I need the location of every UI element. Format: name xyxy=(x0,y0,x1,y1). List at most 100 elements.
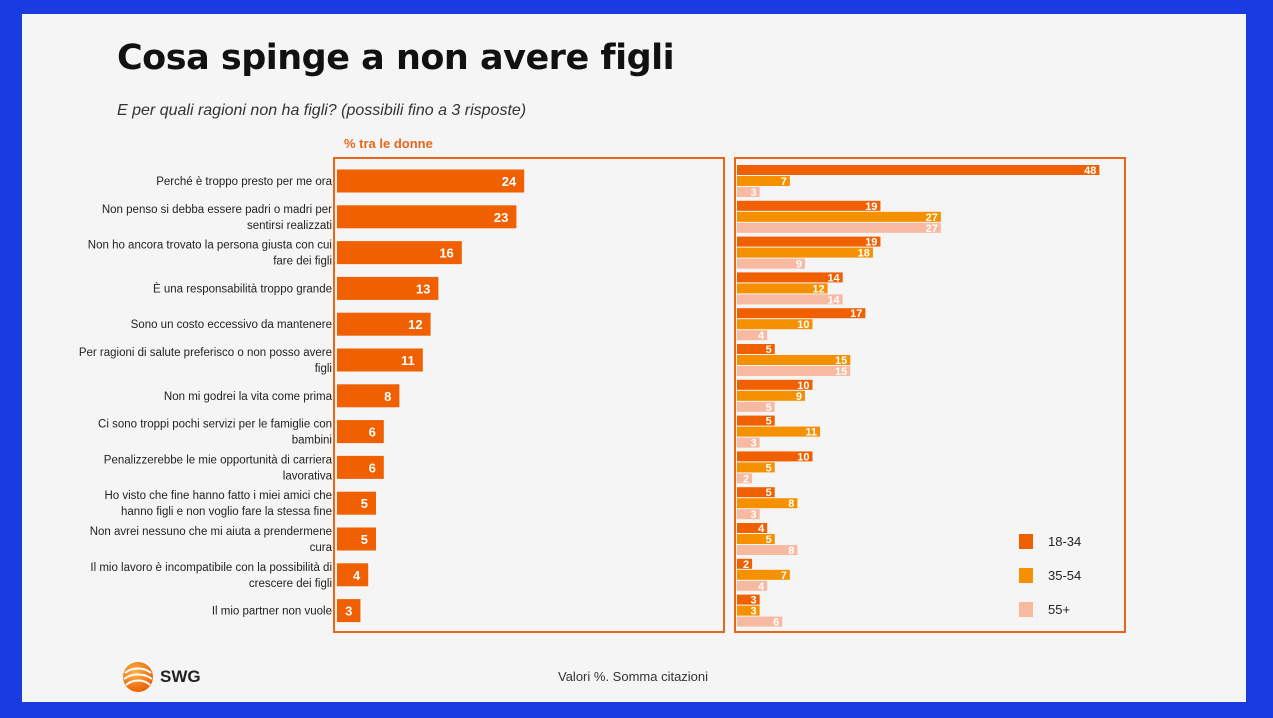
total-bar-value: 6 xyxy=(369,425,376,440)
age-bar-18-34 xyxy=(737,200,881,211)
swg-logo-icon xyxy=(123,662,153,692)
total-bar-value: 4 xyxy=(353,568,361,583)
legend-swatch xyxy=(1019,602,1033,617)
age-bar-35-54 xyxy=(737,462,775,473)
age-bar-value: 14 xyxy=(827,272,840,284)
age-bar-value: 10 xyxy=(797,451,809,463)
total-bar xyxy=(337,312,431,336)
total-bar-value: 6 xyxy=(369,460,376,475)
age-bar-value: 10 xyxy=(797,380,809,392)
category-label: figli xyxy=(315,363,332,375)
age-bar-value: 7 xyxy=(781,176,787,188)
category-label: Ci sono troppi pochi servizi per le fami… xyxy=(98,419,332,431)
category-label: Il mio partner non vuole xyxy=(212,606,332,618)
total-bar-value: 24 xyxy=(502,174,517,189)
age-bar-value: 5 xyxy=(766,487,772,499)
age-bar-value: 4 xyxy=(758,523,765,535)
age-bar-value: 5 xyxy=(766,534,772,546)
total-bar xyxy=(337,241,462,265)
age-bar-55+ xyxy=(737,366,851,376)
category-label: Sono un costo eccessivo da mantenere xyxy=(131,319,332,331)
age-bar-value: 10 xyxy=(797,319,809,331)
logo-text: SWG xyxy=(160,667,201,686)
age-bar-value: 4 xyxy=(758,330,765,342)
age-bar-35-54 xyxy=(737,247,873,258)
age-bar-value: 48 xyxy=(1084,165,1096,177)
age-bar-18-34 xyxy=(737,165,1100,175)
age-bar-55+ xyxy=(737,437,760,448)
age-bar-value: 9 xyxy=(796,391,802,403)
age-bar-55+ xyxy=(737,294,843,305)
category-label: Non avrei nessuno che mi aiuta a prender… xyxy=(90,526,332,538)
age-bar-value: 14 xyxy=(827,294,840,306)
age-bar-value: 15 xyxy=(835,366,847,378)
age-bar-55+ xyxy=(737,222,941,233)
age-bar-value: 6 xyxy=(773,617,779,629)
age-bar-55+ xyxy=(737,473,753,484)
age-bar-value: 2 xyxy=(743,473,749,485)
total-bar-value: 5 xyxy=(361,496,368,511)
age-bar-value: 3 xyxy=(751,187,757,199)
category-label: Il mio lavoro è incompatibile con la pos… xyxy=(90,562,332,574)
age-bar-18-34 xyxy=(737,379,813,390)
total-bar xyxy=(337,420,384,444)
age-bars: 4819191417510510542372718121015911585733… xyxy=(737,165,1100,629)
category-labels: Perché è troppo presto per me ora Non pen… xyxy=(79,176,333,618)
total-bar xyxy=(337,455,384,479)
age-bar-35-54 xyxy=(737,176,790,186)
age-bar-35-54 xyxy=(737,355,851,365)
age-bar-55+ xyxy=(737,509,760,520)
category-label: Per ragioni di salute preferisco o non p… xyxy=(79,347,332,359)
category-label: Non mi godrei la vita come prima xyxy=(164,391,333,403)
legend: 18-34 35-54 55+ xyxy=(1019,534,1081,617)
age-bar-35-54 xyxy=(737,605,760,616)
age-bar-18-34 xyxy=(737,308,866,319)
age-bar-value: 5 xyxy=(766,416,772,428)
age-bar-value: 3 xyxy=(751,606,757,618)
chart-header: % tra le donne xyxy=(344,136,433,151)
age-bar-value: 19 xyxy=(865,201,877,213)
subtitle: E per quali ragioni non ha figli? (possi… xyxy=(117,102,527,119)
total-bar xyxy=(337,599,361,623)
category-label: È una responsabilità troppo grande xyxy=(153,282,332,295)
total-bar xyxy=(337,491,376,515)
age-bar-18-34 xyxy=(737,272,843,283)
age-bar-value: 27 xyxy=(926,212,938,224)
age-bar-55+ xyxy=(737,401,775,412)
category-label: fare dei figli xyxy=(273,256,332,268)
total-bar-value: 13 xyxy=(416,281,430,296)
age-bar-35-54 xyxy=(737,426,821,437)
category-label: bambini xyxy=(292,435,332,447)
age-bar-18-34 xyxy=(737,558,753,569)
total-bar-value: 3 xyxy=(345,604,352,619)
age-bar-35-54 xyxy=(737,211,941,222)
age-bar-value: 2 xyxy=(743,559,749,571)
footer-note: Valori %. Somma citazioni xyxy=(558,669,709,684)
age-bar-value: 3 xyxy=(751,509,757,521)
total-bar xyxy=(337,348,423,372)
category-label: Ho visto che fine hanno fatto i miei ami… xyxy=(104,490,332,502)
age-bar-value: 7 xyxy=(781,570,787,582)
age-bar-value: 3 xyxy=(751,438,757,450)
age-bar-35-54 xyxy=(737,569,790,580)
category-label: Non penso si debba essere padri o madri … xyxy=(102,204,332,216)
age-bar-value: 3 xyxy=(751,595,757,607)
total-bar-value: 8 xyxy=(384,389,391,404)
slide: Cosa spinge a non avere figli E per qual… xyxy=(22,14,1246,702)
age-bar-value: 5 xyxy=(766,462,772,474)
age-bar-value: 9 xyxy=(796,259,802,271)
age-bar-18-34 xyxy=(737,236,881,247)
category-label: cura xyxy=(310,542,333,554)
age-bar-18-34 xyxy=(737,344,775,354)
age-bar-value: 17 xyxy=(850,308,862,320)
legend-swatch xyxy=(1019,568,1033,583)
age-bar-55+ xyxy=(737,580,768,591)
age-bar-55+ xyxy=(737,258,805,269)
total-bar xyxy=(337,205,517,229)
age-bar-value: 8 xyxy=(788,545,794,557)
age-bar-value: 12 xyxy=(812,283,824,295)
age-bar-18-34 xyxy=(737,487,775,498)
total-chart-frame xyxy=(333,157,725,633)
legend-label: 55+ xyxy=(1048,602,1070,617)
age-bar-55+ xyxy=(737,330,768,341)
